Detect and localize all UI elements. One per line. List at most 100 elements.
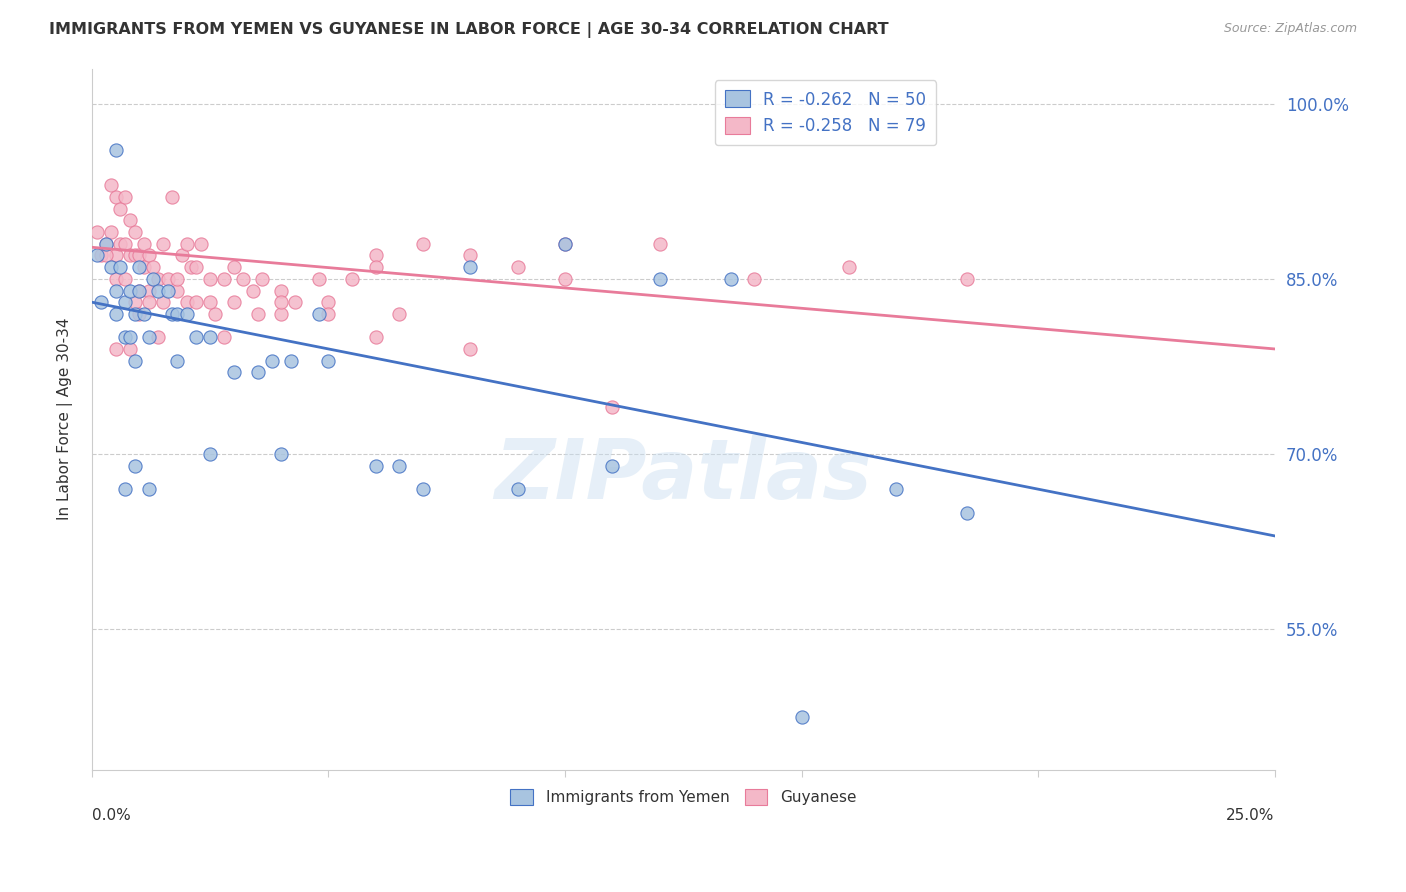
Point (138, 248, 160, 262)
Point (124, 248, 146, 262)
Text: 0.0%: 0.0% (91, 808, 131, 823)
Legend: Immigrants from Yemen, Guyanese: Immigrants from Yemen, Guyanese (505, 783, 862, 811)
Point (110, 260, 132, 275)
Point (184, 330, 207, 344)
Point (94, 248, 117, 262)
Point (184, 260, 207, 275)
Point (180, 260, 202, 275)
Point (110, 202, 132, 216)
Point (318, 295, 340, 310)
Point (318, 353, 340, 368)
Point (200, 295, 222, 310)
Point (118, 284, 141, 298)
Point (104, 342, 127, 356)
Point (114, 295, 136, 310)
Point (170, 248, 193, 262)
Point (124, 353, 146, 368)
Point (222, 260, 245, 275)
Point (146, 272, 169, 286)
Point (104, 248, 127, 262)
Point (270, 295, 292, 310)
Point (260, 353, 283, 368)
Point (554, 236, 576, 251)
Point (104, 284, 127, 298)
Point (246, 307, 269, 321)
Point (146, 284, 169, 298)
Point (648, 236, 671, 251)
Point (222, 365, 245, 379)
Point (104, 272, 127, 286)
Point (100, 178, 122, 193)
Point (156, 272, 179, 286)
Point (146, 330, 169, 344)
Point (128, 307, 150, 321)
Point (176, 236, 198, 251)
Point (602, 401, 624, 415)
Point (128, 284, 150, 298)
Point (648, 272, 671, 286)
Point (90, 248, 112, 262)
Point (114, 236, 136, 251)
Point (142, 272, 165, 286)
Point (460, 342, 482, 356)
Point (884, 482, 907, 496)
Point (118, 342, 141, 356)
Point (86, 225, 108, 239)
Point (460, 248, 482, 262)
Point (222, 295, 245, 310)
Text: ZIPatlas: ZIPatlas (495, 434, 872, 516)
Point (506, 482, 529, 496)
Point (94, 236, 117, 251)
Point (242, 284, 264, 298)
Point (838, 260, 860, 275)
Point (270, 284, 292, 298)
Point (232, 272, 254, 286)
Point (270, 307, 292, 321)
Point (124, 295, 146, 310)
Point (280, 353, 302, 368)
Point (118, 213, 141, 227)
Point (506, 260, 529, 275)
Point (166, 307, 188, 321)
Point (166, 353, 188, 368)
Point (152, 295, 174, 310)
Point (124, 307, 146, 321)
Point (132, 236, 155, 251)
Point (364, 248, 387, 262)
Point (118, 330, 141, 344)
Point (956, 506, 979, 520)
Point (114, 190, 136, 204)
Point (602, 458, 624, 473)
Point (412, 236, 434, 251)
Point (340, 272, 363, 286)
Point (270, 447, 292, 461)
Point (114, 330, 136, 344)
Point (110, 236, 132, 251)
Point (388, 307, 411, 321)
Point (252, 272, 274, 286)
Point (104, 190, 127, 204)
Point (308, 307, 330, 321)
Point (460, 260, 482, 275)
Point (742, 272, 765, 286)
Point (412, 482, 434, 496)
Point (214, 330, 236, 344)
Point (200, 447, 222, 461)
Point (94, 236, 117, 251)
Point (190, 236, 212, 251)
Point (100, 225, 122, 239)
Point (204, 307, 226, 321)
Point (364, 330, 387, 344)
Point (176, 295, 198, 310)
Text: 25.0%: 25.0% (1226, 808, 1275, 823)
Point (152, 236, 174, 251)
Point (138, 482, 160, 496)
Point (364, 458, 387, 473)
Point (318, 307, 340, 321)
Point (166, 284, 188, 298)
Point (128, 260, 150, 275)
Point (156, 284, 179, 298)
Point (90, 295, 112, 310)
Point (132, 260, 155, 275)
Point (104, 144, 127, 158)
